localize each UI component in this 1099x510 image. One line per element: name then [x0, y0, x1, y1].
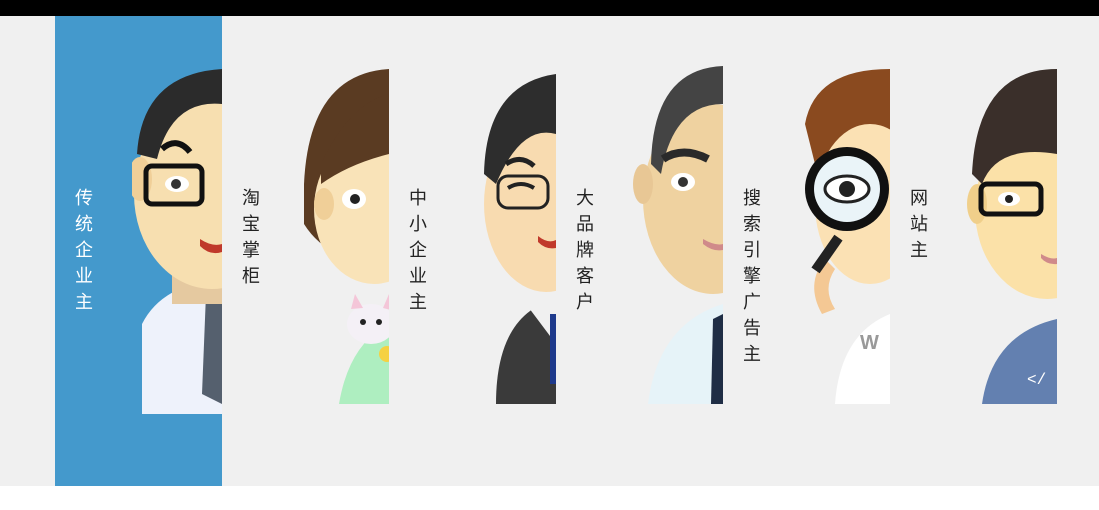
panel-big-brand-client[interactable]: 大品牌客户: [556, 16, 723, 486]
squinting-man-avatar-icon: [466, 64, 556, 414]
top-bar: [0, 0, 1099, 16]
panel-search-engine-advertiser[interactable]: 搜索引擎广告主 W: [723, 16, 890, 486]
panel-label: 网站主: [910, 188, 928, 261]
svg-text:</: </: [1027, 371, 1046, 389]
panel-label: 淘宝掌柜: [242, 188, 260, 287]
girl-with-cat-avatar-icon: [299, 64, 389, 414]
panel-label: 中小企业主: [409, 188, 427, 313]
panel-small-medium-business-owner[interactable]: 中小企业主: [389, 16, 556, 486]
panel-label: 大品牌客户: [576, 188, 594, 313]
panel-traditional-business-owner[interactable]: 传统企业主: [55, 16, 222, 486]
customer-type-slider: 传统企业主 淘宝掌柜: [0, 16, 1099, 486]
man-with-tie-avatar-icon: [633, 64, 723, 414]
panel-website-owner[interactable]: 网站主 </: [890, 16, 1057, 486]
panel-taobao-shop-owner[interactable]: 淘宝掌柜: [222, 16, 389, 486]
svg-text:W: W: [860, 332, 879, 354]
businessman-avatar-icon: [132, 64, 222, 414]
panel-label: 搜索引擎广告主: [743, 188, 761, 365]
developer-avatar-icon: </: [967, 64, 1057, 414]
panel-label: 传统企业主: [75, 188, 93, 313]
magnifier-character-avatar-icon: W: [800, 64, 890, 414]
